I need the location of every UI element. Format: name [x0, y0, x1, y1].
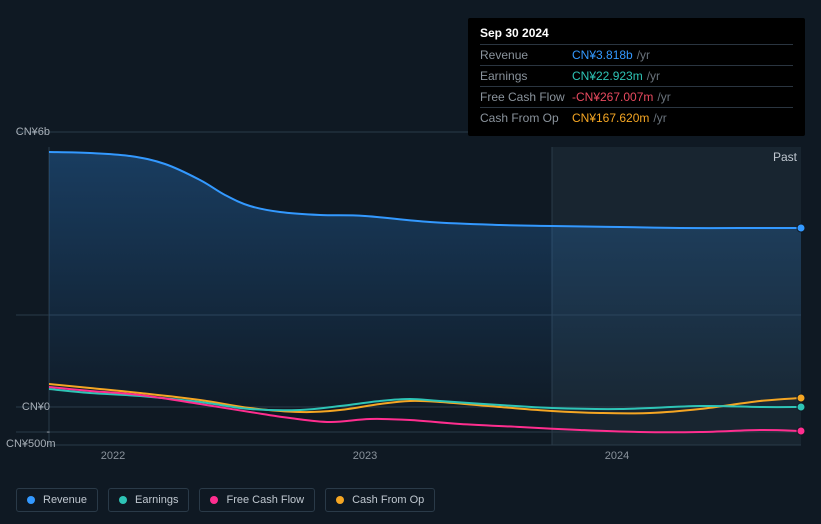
tooltip-row-value: CN¥3.818b — [572, 48, 633, 62]
x-axis-label: 2023 — [353, 450, 377, 462]
legend-dot-icon — [336, 496, 344, 504]
legend-item-label: Earnings — [135, 494, 178, 506]
y-axis-label-bottom: -CN¥500m — [6, 426, 50, 450]
y-axis-label-zero: CN¥0 — [6, 401, 50, 413]
tooltip-row: RevenueCN¥3.818b/yr — [480, 44, 793, 65]
tooltip-row: Free Cash Flow-CN¥267.007m/yr — [480, 86, 793, 107]
tooltip-row-suffix: /yr — [647, 69, 660, 83]
tooltip-row-suffix: /yr — [657, 90, 670, 104]
chart-tooltip: Sep 30 2024 RevenueCN¥3.818b/yrEarningsC… — [468, 18, 805, 136]
tooltip-row-label: Earnings — [480, 69, 572, 83]
legend-dot-icon — [119, 496, 127, 504]
legend-item-label: Revenue — [43, 494, 87, 506]
tooltip-row: Cash From OpCN¥167.620m/yr — [480, 107, 793, 128]
tooltip-row-label: Revenue — [480, 48, 572, 62]
legend-item-label: Cash From Op — [352, 494, 424, 506]
tooltip-row-value: -CN¥267.007m — [572, 90, 653, 104]
legend-item-label: Free Cash Flow — [226, 494, 304, 506]
tooltip-row-value: CN¥22.923m — [572, 69, 643, 83]
tooltip-row-value: CN¥167.620m — [572, 111, 649, 125]
legend-item-earnings[interactable]: Earnings — [108, 488, 189, 512]
tooltip-row-suffix: /yr — [637, 48, 650, 62]
legend-dot-icon — [210, 496, 218, 504]
x-axis-labels: 2022 2023 2024 — [49, 450, 801, 466]
legend-dot-icon — [27, 496, 35, 504]
tooltip-row-label: Cash From Op — [480, 111, 572, 125]
tooltip-row: EarningsCN¥22.923m/yr — [480, 65, 793, 86]
legend-item-revenue[interactable]: Revenue — [16, 488, 98, 512]
tooltip-row-label: Free Cash Flow — [480, 90, 572, 104]
tooltip-row-suffix: /yr — [653, 111, 666, 125]
legend-item-cash-from-op[interactable]: Cash From Op — [325, 488, 435, 512]
legend-item-free-cash-flow[interactable]: Free Cash Flow — [199, 488, 315, 512]
past-label: Past — [773, 150, 797, 164]
chart-legend: Revenue Earnings Free Cash Flow Cash From O… — [16, 488, 435, 512]
tooltip-date: Sep 30 2024 — [480, 26, 793, 44]
y-axis-label-top: CN¥6b — [6, 126, 50, 138]
x-axis-label: 2024 — [605, 450, 629, 462]
x-axis-label: 2022 — [101, 450, 125, 462]
